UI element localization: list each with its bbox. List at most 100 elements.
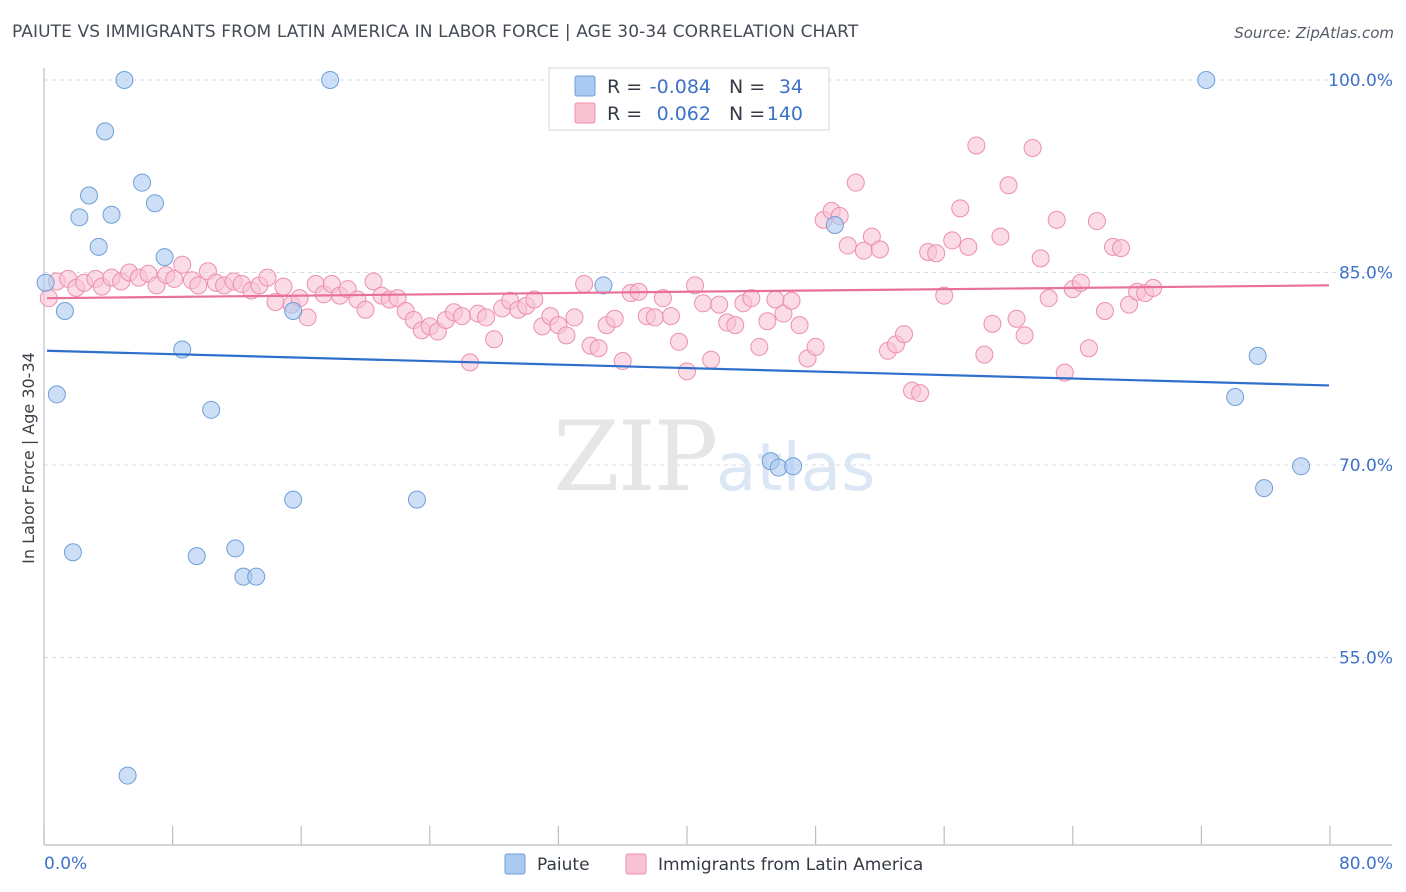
latin-america-point xyxy=(1087,212,1106,231)
watermark: ZIP atlas xyxy=(553,401,876,513)
latin-america-point xyxy=(838,236,857,255)
y-axis-title: In Labor Force | Age 30-34 xyxy=(19,352,38,564)
latin-america-point xyxy=(895,325,914,344)
latin-america-point xyxy=(452,307,471,326)
latin-america-point xyxy=(686,276,705,295)
paiute-point xyxy=(784,457,803,476)
axes xyxy=(43,68,1392,846)
paiute-point xyxy=(1197,71,1216,89)
latin-america-point xyxy=(1047,210,1066,229)
latin-america-point xyxy=(1031,249,1050,268)
x-tick-label: 80.0% xyxy=(1339,854,1393,874)
y-tick-label: 70.0% xyxy=(1339,456,1393,476)
latin-america-point xyxy=(943,231,962,250)
latin-america-point xyxy=(702,350,721,369)
latin-america-trendline xyxy=(46,284,1330,300)
bottom-legend-label-latin: Immigrants from Latin America xyxy=(658,855,923,875)
latin-america-point xyxy=(862,227,881,246)
latin-america-point xyxy=(1007,309,1026,328)
latin-america-point xyxy=(485,330,504,349)
chart-source: Source: ZipAtlas.com xyxy=(1234,24,1394,42)
latin-america-point xyxy=(750,337,769,356)
legend-n-label: N = xyxy=(729,76,765,98)
latin-america-point xyxy=(742,289,761,308)
paiute-point xyxy=(1292,457,1311,476)
paiute-point xyxy=(55,302,74,320)
latin-america-point xyxy=(669,332,688,351)
paiute-point xyxy=(321,71,340,89)
legend-n-value-paiute: 34 xyxy=(779,76,803,98)
latin-america-points xyxy=(39,136,1163,403)
latin-america-point xyxy=(927,244,946,263)
latin-america-point xyxy=(951,199,970,218)
latin-america-point xyxy=(565,308,584,327)
latin-america-point xyxy=(356,300,375,319)
paiute-point xyxy=(36,273,55,292)
paiute-point xyxy=(89,237,108,256)
paiute-points xyxy=(36,71,1311,785)
latin-america-point xyxy=(557,326,576,345)
latin-america-point xyxy=(806,337,825,356)
paiute-point xyxy=(1255,479,1274,498)
latin-america-point xyxy=(935,286,954,305)
paiute-point xyxy=(118,766,137,785)
latin-america-point xyxy=(605,309,624,328)
latin-america-point xyxy=(959,237,978,256)
latin-america-point xyxy=(1079,339,1098,358)
latin-america-point xyxy=(258,268,277,287)
latin-america-point xyxy=(525,290,544,309)
paiute-point xyxy=(284,490,303,509)
paiute-point xyxy=(115,71,134,89)
latin-america-point xyxy=(870,240,889,259)
latin-america-point xyxy=(774,304,793,323)
legend-r-label: R = xyxy=(607,76,642,98)
chart-title: PAIUTE VS IMMIGRANTS FROM LATIN AMERICA … xyxy=(12,22,859,42)
latin-america-point xyxy=(173,255,192,274)
paiute-point xyxy=(155,248,174,267)
latin-america-point xyxy=(1039,289,1058,308)
legend-r-value-latin: 0.062 xyxy=(657,103,711,125)
paiute-point xyxy=(133,173,152,192)
legend-n-label: N = xyxy=(729,103,765,125)
latin-america-point xyxy=(790,316,809,335)
latin-america-point xyxy=(846,173,865,192)
latin-america-point xyxy=(999,176,1018,195)
latin-america-point xyxy=(165,269,184,288)
bottom-legend-swatch-paiute xyxy=(504,853,526,875)
latin-america-point xyxy=(967,136,986,155)
latin-america-point xyxy=(364,272,383,291)
y-tick-label: 55.0% xyxy=(1339,649,1393,669)
paiute-point xyxy=(96,122,115,141)
latin-america-point xyxy=(189,276,208,295)
paiute-point xyxy=(247,567,266,586)
latin-america-point xyxy=(983,314,1002,333)
paiute-point xyxy=(63,543,82,562)
legend-swatch-latin xyxy=(574,102,596,124)
paiute-point xyxy=(70,208,89,227)
paiute-point xyxy=(226,539,245,558)
legend: R = -0.084 N = 34 R = 0.062 N = 140 xyxy=(548,67,830,131)
legend-r-label: R = xyxy=(607,103,642,125)
latin-america-point xyxy=(758,312,777,331)
paiute-point xyxy=(80,186,99,205)
y-tick-label: 100.0% xyxy=(1328,71,1393,91)
latin-america-point xyxy=(274,277,293,296)
latin-america-point xyxy=(645,308,664,327)
paiute-trendline xyxy=(46,349,1330,387)
legend-swatch-paiute xyxy=(574,75,596,97)
latin-america-point xyxy=(710,295,729,314)
paiute-point xyxy=(284,302,303,320)
latin-america-point xyxy=(1112,239,1131,258)
bottom-legend: Paiute Immigrants from Latin America xyxy=(504,853,923,875)
latin-america-point xyxy=(991,227,1010,246)
y-tick-labels: 55.0% 70.0% 85.0% 100.0% xyxy=(1328,71,1393,669)
latin-america-point xyxy=(678,362,696,381)
latin-america-point xyxy=(477,308,496,327)
paiute-point xyxy=(594,276,613,295)
latin-america-point xyxy=(1055,363,1074,382)
paiute-point xyxy=(202,400,221,419)
paiute-point xyxy=(187,547,206,566)
latin-america-point xyxy=(1120,295,1139,314)
trendlines xyxy=(46,284,1330,387)
